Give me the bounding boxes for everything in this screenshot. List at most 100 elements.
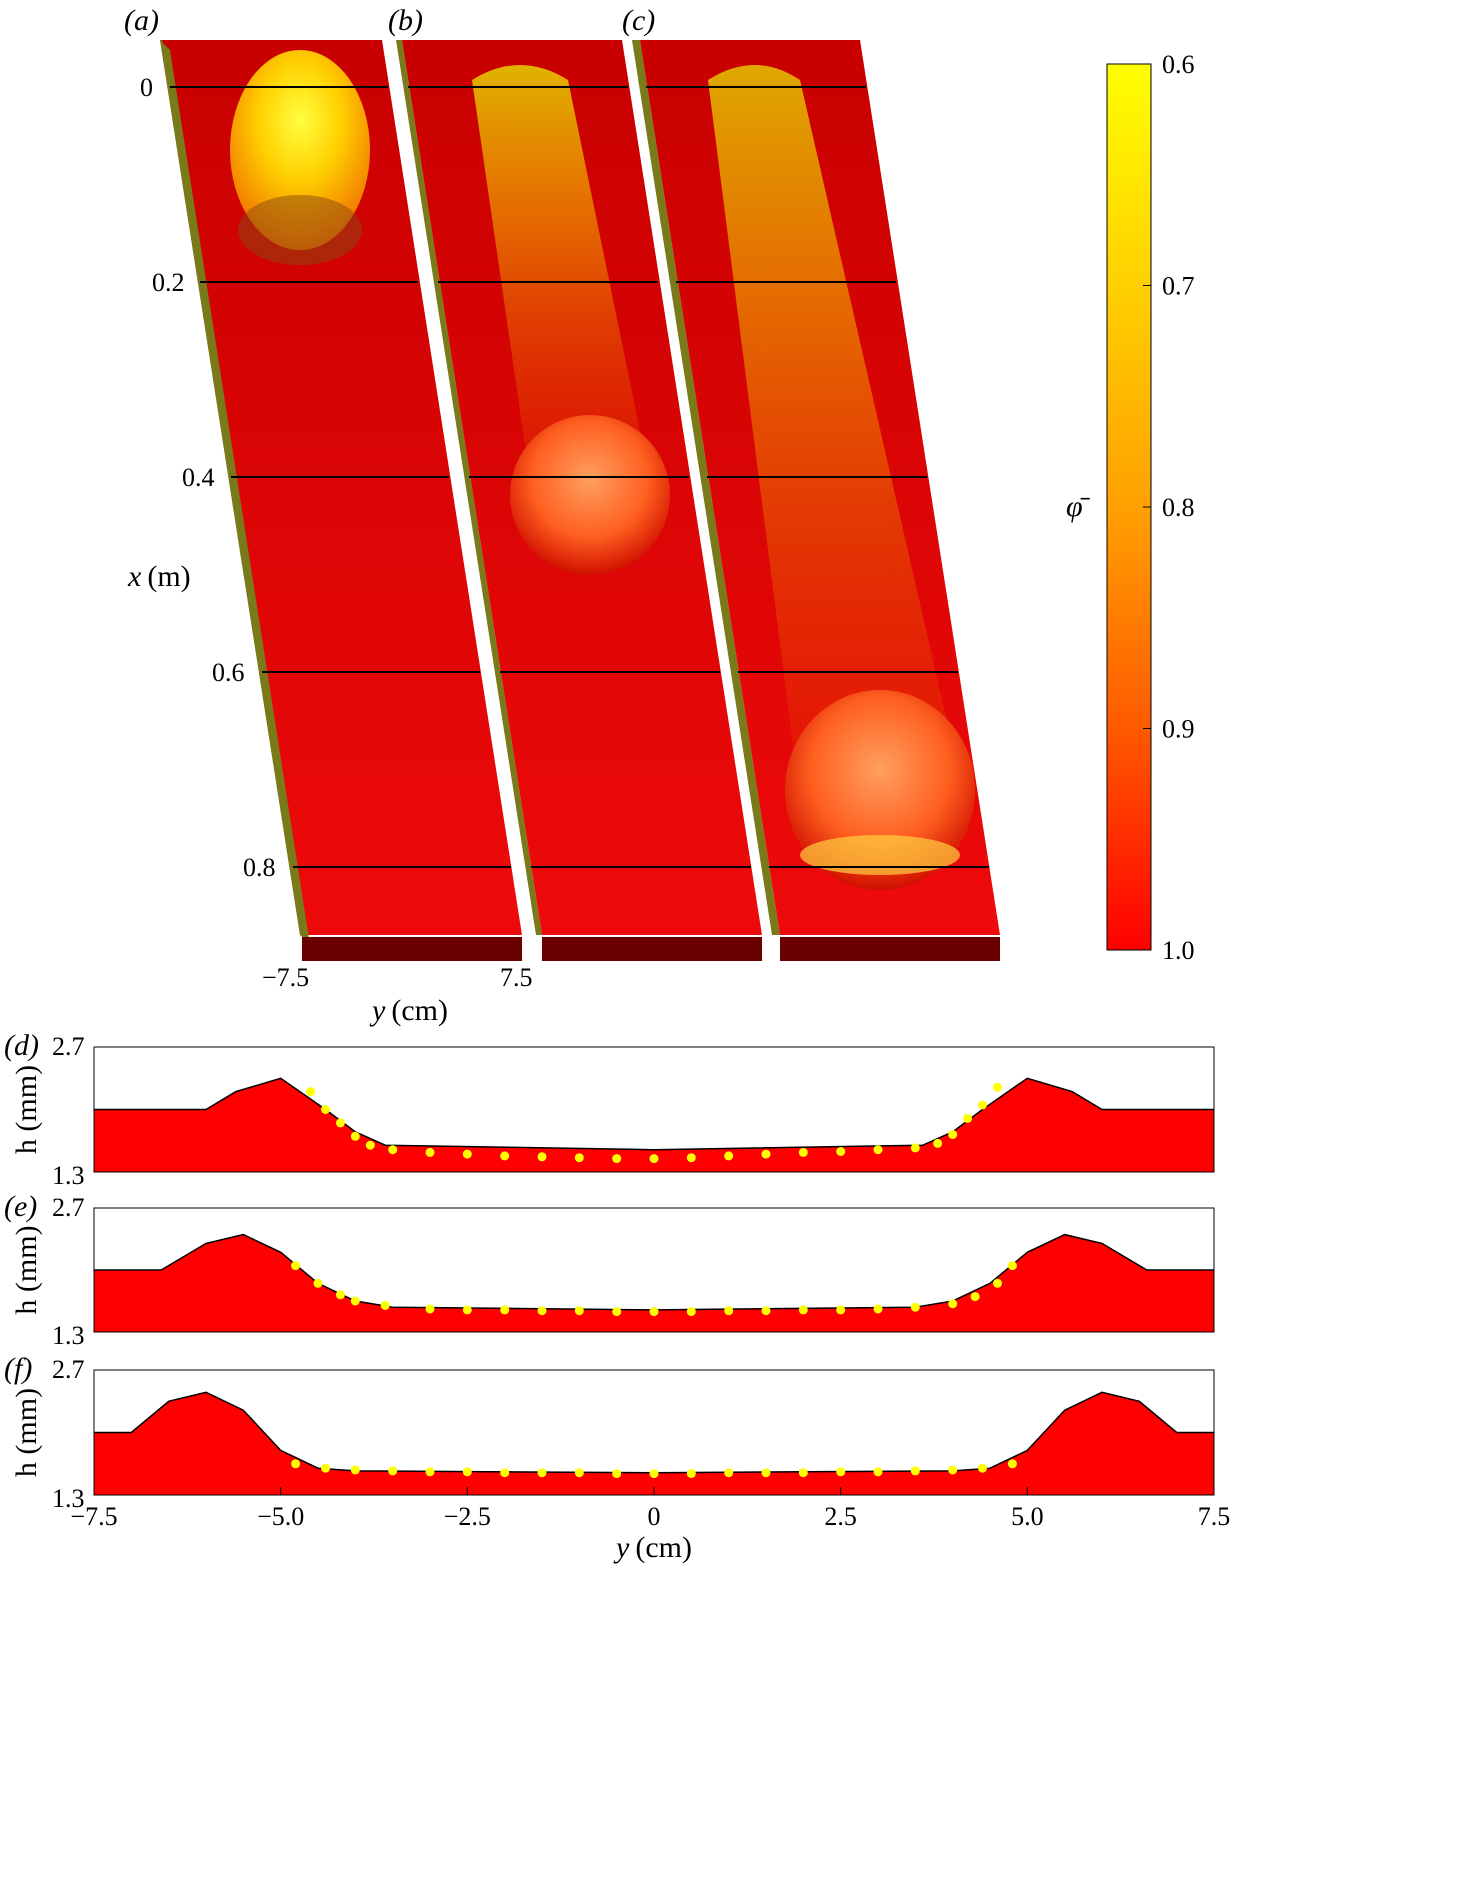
data-point [910, 1302, 920, 1312]
panel-label-b: (b) [388, 4, 423, 37]
data-point [836, 1467, 846, 1477]
data-point [388, 1466, 398, 1476]
data-point [462, 1149, 472, 1159]
y-tick-top: 2.7 [52, 1032, 85, 1061]
data-point [350, 1296, 360, 1306]
colorbar-tick-label: 0.8 [1162, 493, 1195, 522]
data-point [798, 1468, 808, 1478]
data-point [335, 1118, 345, 1128]
data-point [649, 1154, 659, 1164]
height-area [94, 1234, 1214, 1332]
profile-panels: (d) 2.71.3h (mm)(e) 2.71.3h (mm)(f) 2.71.3h… [4, 1029, 1230, 1564]
y-tick-right: 7.5 [500, 963, 533, 992]
data-point [306, 1087, 315, 1097]
data-point [836, 1305, 846, 1315]
x-tick-3: 0.6 [212, 658, 245, 687]
data-point [537, 1306, 547, 1316]
data-point [291, 1459, 301, 1469]
colorbar-label: φ̄ [1066, 490, 1091, 523]
profile-panel-label: (e) [4, 1190, 37, 1223]
data-point [948, 1130, 958, 1139]
x-axis-label: x (m) [127, 560, 191, 593]
data-point [724, 1468, 734, 1478]
x-tick-label: 7.5 [1198, 1502, 1231, 1531]
colorbar-tick-label: 0.9 [1162, 715, 1195, 744]
colorbar-tick-label: 1.0 [1162, 936, 1195, 965]
data-point [313, 1278, 323, 1288]
y-tick-bottom: 1.3 [52, 1161, 85, 1190]
data-point [724, 1306, 734, 1316]
data-point [612, 1154, 622, 1164]
data-point [798, 1305, 808, 1315]
data-point [724, 1151, 734, 1161]
data-point [649, 1307, 659, 1317]
data-point [761, 1468, 771, 1478]
data-point [1007, 1459, 1017, 1469]
colorbar-ticks: 0.6 0.7 0.8 0.9 1.0 [1143, 50, 1195, 965]
panel-label-c: (c) [622, 4, 655, 37]
blob-b [510, 415, 670, 575]
data-point [291, 1261, 301, 1271]
x-tick-label: 2.5 [824, 1502, 857, 1531]
x-tick-1: 0.2 [152, 268, 185, 297]
data-point [978, 1463, 987, 1473]
data-point [933, 1138, 943, 1148]
data-point [335, 1290, 345, 1300]
y-tick-bottom: 1.3 [52, 1484, 85, 1513]
data-point [948, 1299, 958, 1309]
data-point [612, 1469, 622, 1479]
y-axis-label: h (mm) [10, 1065, 43, 1154]
data-point [425, 1304, 435, 1314]
data-point [873, 1304, 883, 1314]
data-point [761, 1306, 771, 1316]
colorbar-tick-label: 0.7 [1162, 272, 1195, 301]
data-point [462, 1467, 472, 1477]
data-point [836, 1147, 846, 1156]
x-tick-label: 5.0 [1011, 1502, 1044, 1531]
data-point [761, 1149, 771, 1159]
y-axis-label: h (mm) [10, 1225, 43, 1314]
data-point [910, 1143, 920, 1153]
blob-a [230, 50, 370, 250]
data-point [425, 1147, 435, 1157]
data-point [873, 1467, 883, 1477]
data-point [537, 1468, 547, 1478]
height-curve [94, 1077, 1214, 1151]
data-point [574, 1306, 584, 1316]
data-point [321, 1463, 330, 1473]
data-point [963, 1113, 973, 1123]
data-point [500, 1468, 510, 1478]
panel-frame [93, 1046, 1215, 1173]
data-point [948, 1465, 958, 1475]
x-tick-label: −7.5 [70, 1502, 117, 1531]
data-point [321, 1105, 330, 1114]
y-axis-label: y (cm) [369, 994, 448, 1027]
panels-3d: (a) (b) (c) 0 0.2 0.4 0.6 0.8 x (m) −7.5 … [124, 4, 1000, 1027]
data-point [350, 1131, 360, 1141]
data-point [993, 1082, 1002, 1092]
slab-a [160, 40, 522, 961]
data-point [910, 1466, 920, 1476]
data-point [686, 1469, 696, 1479]
slab-b [396, 40, 762, 961]
y-tick-left: −7.5 [262, 963, 309, 992]
data-point [537, 1152, 547, 1162]
data-point [649, 1469, 659, 1479]
data-point [500, 1305, 510, 1315]
data-point [970, 1292, 980, 1302]
x-tick-label: −2.5 [444, 1502, 491, 1531]
profile-panel-label: (d) [4, 1029, 39, 1062]
height-area [94, 1078, 1214, 1172]
height-area [94, 1392, 1214, 1495]
x-tick-4: 0.8 [243, 853, 276, 882]
data-point [686, 1307, 696, 1317]
data-point [462, 1305, 472, 1315]
x-axis-label: y (cm) [613, 1531, 692, 1564]
data-point [574, 1468, 584, 1478]
contour-lines [170, 86, 989, 868]
y-tick-bottom: 1.3 [52, 1321, 85, 1350]
data-point [1007, 1261, 1017, 1271]
colorbar-tick-label: 0.6 [1162, 50, 1195, 79]
data-point [388, 1145, 398, 1155]
